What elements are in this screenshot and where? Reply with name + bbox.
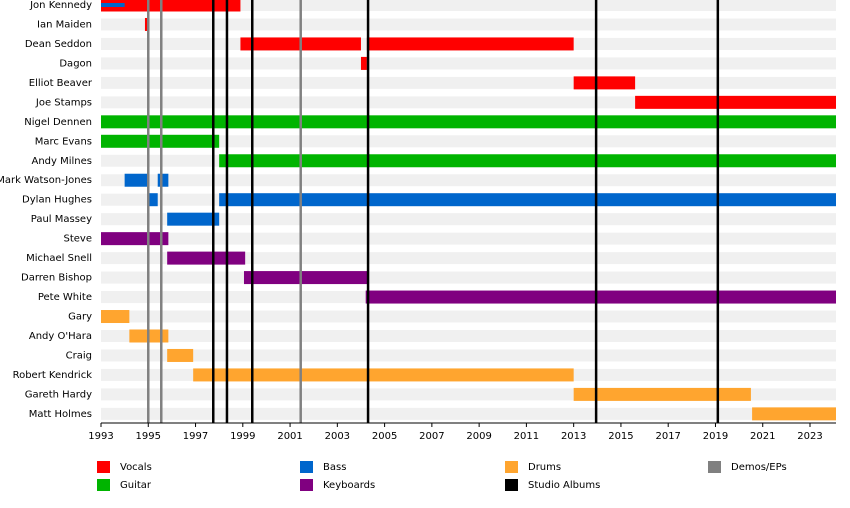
member-bar <box>124 173 149 187</box>
member-label: Marc Evans <box>35 136 92 147</box>
legend-swatch <box>300 461 313 473</box>
member-label: Matt Holmes <box>29 409 92 420</box>
row-stripe <box>101 57 836 70</box>
x-tick-label: 2015 <box>608 431 633 442</box>
member-bar <box>243 271 369 285</box>
member-label: Gary <box>68 312 92 323</box>
member-label: Paul Massey <box>31 214 92 225</box>
member-bar <box>101 3 125 7</box>
member-label: Craig <box>66 350 92 361</box>
member-label: Robert Kendrick <box>13 370 93 381</box>
member-bar <box>167 251 246 265</box>
member-label: Pete White <box>38 292 92 303</box>
row-stripe <box>101 213 836 226</box>
member-label: Gareth Hardy <box>25 389 92 400</box>
member-bar <box>365 290 836 304</box>
row-stripe <box>101 329 836 342</box>
legend-label: Demos/EPs <box>731 462 787 473</box>
row-stripe <box>101 271 836 284</box>
row-stripe <box>101 349 836 362</box>
legend-label: Drums <box>528 462 561 473</box>
legend-label: Bass <box>323 462 346 473</box>
row-stripe <box>101 407 836 420</box>
member-label: Dylan Hughes <box>22 195 92 206</box>
x-tick-label: 1993 <box>88 431 113 442</box>
member-bar <box>219 154 836 168</box>
row-stripe <box>101 232 836 245</box>
member-bar <box>193 368 574 382</box>
member-bar <box>219 193 836 207</box>
x-tick-label: 2021 <box>750 431 775 442</box>
row-stripe <box>101 135 836 148</box>
member-label: Steve <box>64 234 93 245</box>
x-tick-label: 2019 <box>703 431 728 442</box>
x-tick-label: 2023 <box>797 431 822 442</box>
member-label: Joe Stamps <box>35 97 92 108</box>
legend-swatch <box>505 479 518 491</box>
member-label: Ian Maiden <box>37 19 92 30</box>
member-label: Elliot Beaver <box>29 78 93 89</box>
x-tick-label: 2013 <box>561 431 586 442</box>
legend-swatch <box>708 461 721 473</box>
legend-swatch <box>97 479 110 491</box>
member-bar <box>752 407 836 421</box>
member-bar <box>157 173 169 187</box>
x-tick-label: 2005 <box>372 431 397 442</box>
x-tick-label: 2001 <box>277 431 302 442</box>
member-bar <box>360 56 367 70</box>
member-label: Michael Snell <box>26 253 92 264</box>
x-tick-label: 2007 <box>419 431 444 442</box>
member-bar <box>635 95 836 109</box>
legend-swatch <box>505 461 518 473</box>
member-bar <box>101 232 169 246</box>
x-tick-label: 2009 <box>466 431 491 442</box>
legend-swatch <box>300 479 313 491</box>
x-tick-label: 2003 <box>325 431 350 442</box>
member-bar <box>167 348 194 362</box>
member-bar <box>167 212 220 226</box>
legend-label: Guitar <box>120 480 152 491</box>
member-bar <box>101 0 241 12</box>
legend-label: Studio Albums <box>528 480 600 491</box>
member-label: Darren Bishop <box>21 273 92 284</box>
x-tick-label: 2017 <box>655 431 680 442</box>
row-stripe <box>101 310 836 323</box>
member-bar <box>573 76 636 90</box>
x-tick-label: 1997 <box>183 431 208 442</box>
legend-label: Keyboards <box>323 480 375 491</box>
row-stripe <box>101 76 836 89</box>
member-bar <box>148 193 158 207</box>
x-tick-label: 1999 <box>230 431 255 442</box>
member-bar <box>366 37 574 51</box>
legend-label: Vocals <box>120 462 152 473</box>
member-bar <box>573 387 751 401</box>
x-tick-label: 2011 <box>514 431 539 442</box>
row-stripe <box>101 18 836 31</box>
member-label: Nigel Dennen <box>24 117 92 128</box>
member-label: Dagon <box>59 58 92 69</box>
member-label: Andy O'Hara <box>29 331 92 342</box>
member-bar <box>101 115 836 129</box>
row-stripe <box>101 0 836 11</box>
member-label: Mark Watson-Jones <box>0 175 92 186</box>
member-bar <box>144 17 149 31</box>
member-label: Dean Seddon <box>25 39 92 50</box>
legend-swatch <box>97 461 110 473</box>
member-label: Jon Kennedy <box>29 0 92 11</box>
member-bar <box>101 310 130 324</box>
row-stripe <box>101 174 836 187</box>
member-label: Andy Milnes <box>31 156 92 167</box>
row-stripe <box>101 252 836 265</box>
x-tick-label: 1995 <box>136 431 161 442</box>
